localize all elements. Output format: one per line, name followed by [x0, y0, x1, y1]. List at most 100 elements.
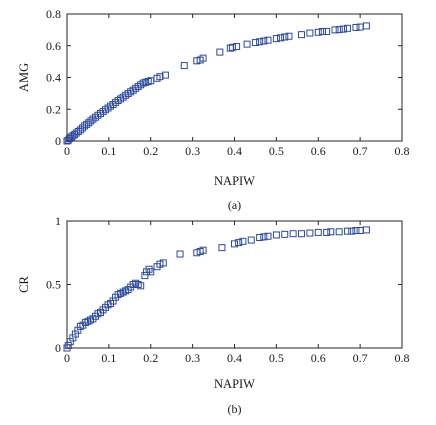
marker-group-b [63, 226, 370, 352]
x-tick-label: 0 [64, 351, 70, 365]
data-point [251, 39, 259, 47]
x-tick-label: 0.5 [269, 144, 284, 158]
data-point [335, 26, 343, 34]
data-point [147, 268, 155, 276]
y-tick-label: 0.4 [46, 71, 61, 85]
x-tick-label: 0.3 [185, 144, 200, 158]
y-tick-label: 0.8 [46, 7, 61, 21]
data-point [344, 227, 352, 235]
x-tick-label: 0.8 [395, 351, 410, 365]
x-tick-label: 0.1 [101, 351, 116, 365]
data-point [306, 229, 314, 237]
data-point [272, 35, 280, 43]
x-tick-label: 0.4 [227, 144, 242, 158]
data-point [314, 28, 322, 36]
data-point [78, 124, 86, 132]
data-point [199, 246, 207, 254]
plot-frame-b [66, 220, 403, 349]
data-point [285, 32, 293, 40]
data-point [314, 228, 322, 236]
x-tick-label: 0 [64, 144, 70, 158]
data-point [264, 232, 272, 240]
data-point [235, 239, 243, 247]
data-point [348, 227, 356, 235]
data-point [64, 341, 72, 349]
data-point [281, 33, 289, 41]
y-tick-label: 1 [55, 214, 61, 228]
data-point [85, 119, 93, 127]
x-tick-label: 0.7 [353, 144, 368, 158]
data-point [218, 244, 226, 252]
data-point [327, 228, 335, 236]
data-point [141, 272, 149, 280]
data-point [216, 48, 224, 56]
panel-a: 0 0.1 0.2 0.3 0.4 0.5 0.6 0.7 0.8 0 0.2 0.4 0.6 0.8 N… [17, 7, 410, 212]
data-point [318, 27, 326, 35]
data-point [176, 250, 184, 258]
x-tick-label: 0.3 [185, 351, 200, 365]
data-point [362, 22, 370, 30]
tick-group-b: 0 0.1 0.2 0.3 0.4 0.5 0.6 0.7 0.8 0 0.5 1 [46, 214, 410, 365]
data-point [156, 73, 164, 81]
data-point [331, 26, 339, 34]
y-axis-label-b: CR [17, 276, 31, 293]
data-point [264, 36, 272, 44]
x-tick-label: 0.2 [143, 351, 158, 365]
data-point [87, 117, 95, 125]
data-point [256, 38, 264, 46]
x-tick-label: 0.5 [269, 351, 284, 365]
data-point [233, 43, 241, 51]
marker-group-a [63, 22, 370, 145]
tick-group-a: 0 0.1 0.2 0.3 0.4 0.5 0.6 0.7 0.8 0 0.2 0.4 0.6 0.8 [46, 7, 410, 158]
data-point [281, 230, 289, 238]
data-point [159, 259, 167, 267]
data-point [256, 234, 264, 242]
data-point [289, 230, 297, 238]
data-point [260, 233, 268, 241]
data-point [298, 230, 305, 238]
data-point [323, 27, 331, 35]
data-point [243, 40, 251, 48]
x-tick-label: 0.1 [101, 144, 116, 158]
data-point [344, 24, 352, 32]
plot-frame-a [66, 13, 403, 142]
x-tick-label: 0.6 [311, 351, 326, 365]
x-tick-label: 0.6 [311, 144, 326, 158]
y-tick-label: 0.5 [46, 278, 61, 292]
data-point [298, 31, 305, 39]
data-point [306, 29, 314, 37]
data-point [362, 226, 370, 234]
data-point [239, 237, 247, 245]
x-tick-label: 0.8 [395, 144, 410, 158]
caption-b: (b) [228, 402, 242, 416]
data-point [323, 228, 331, 236]
data-point [260, 37, 268, 45]
data-point [272, 231, 280, 239]
data-point [352, 227, 360, 235]
data-point [339, 25, 347, 33]
data-point [161, 71, 169, 79]
data-point [137, 282, 145, 290]
data-point [228, 43, 236, 51]
data-point [277, 34, 285, 42]
caption-a: (a) [228, 198, 241, 212]
data-point [335, 228, 343, 236]
data-point [180, 62, 188, 70]
data-point [199, 54, 207, 62]
y-tick-label: 0.2 [46, 102, 61, 116]
x-axis-label-a: NAPIW [214, 174, 255, 188]
y-tick-label: 0 [55, 134, 61, 148]
data-point [76, 126, 84, 134]
data-point [231, 240, 238, 248]
data-point [352, 23, 360, 31]
data-point [356, 227, 364, 235]
y-tick-label: 0.6 [46, 39, 61, 53]
x-tick-label: 0.4 [227, 351, 242, 365]
panel-b: 0 0.1 0.2 0.3 0.4 0.5 0.6 0.7 0.800.51 NAPIW CR … [17, 214, 410, 416]
x-axis-label-b: NAPIW [214, 377, 255, 391]
y-tick-label: 0 [55, 341, 61, 355]
x-tick-label: 0.2 [143, 144, 158, 158]
y-axis-label-a: AMG [17, 63, 31, 92]
data-point [247, 236, 255, 244]
